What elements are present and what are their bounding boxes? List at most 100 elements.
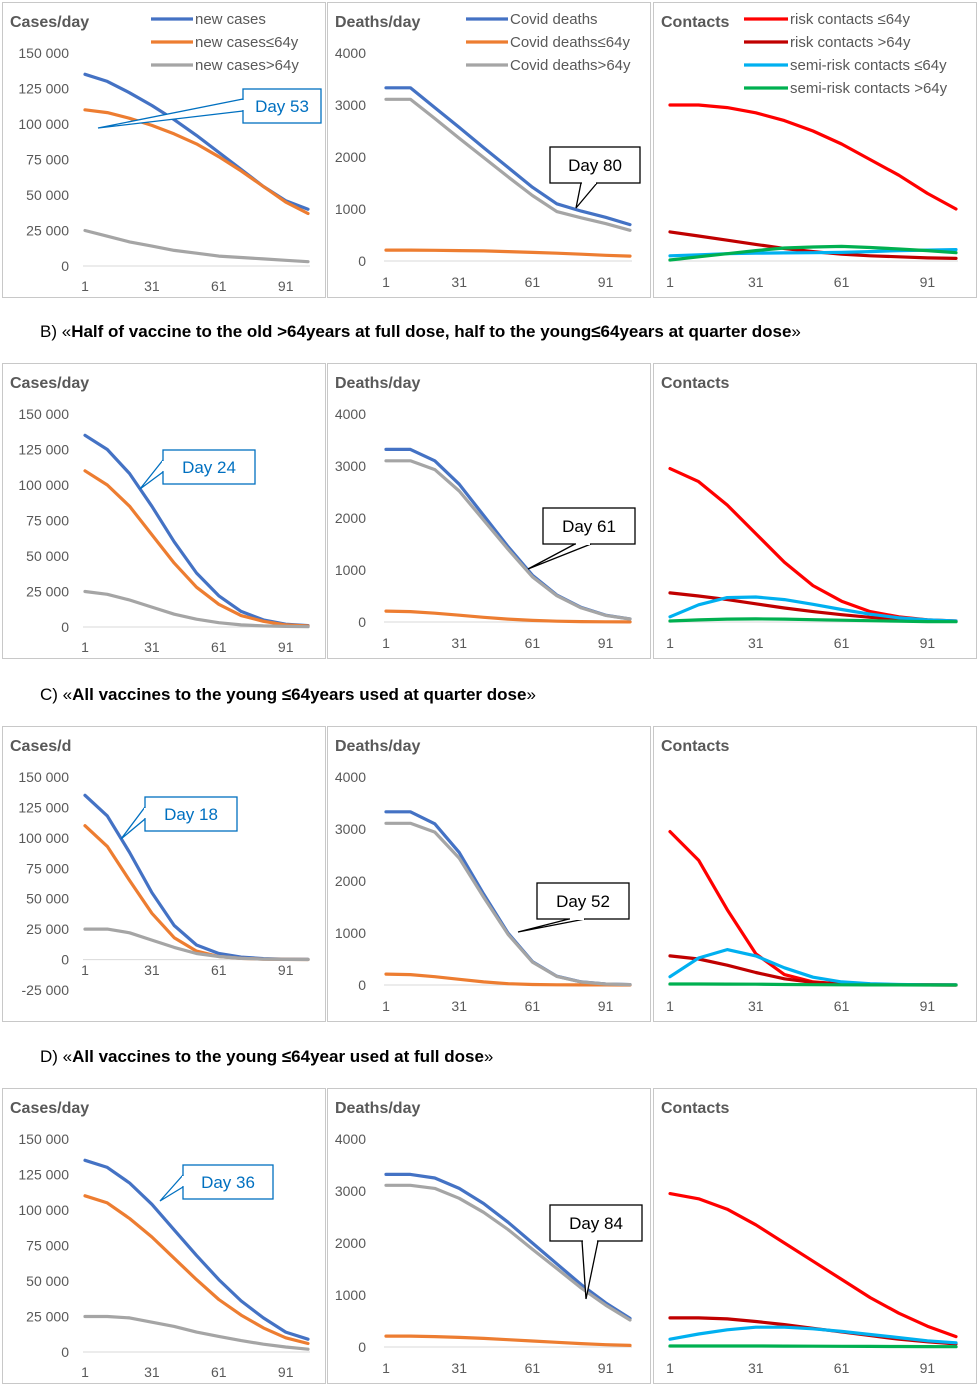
y-tick-label: 50 000 bbox=[26, 548, 69, 564]
legend-label: new cases bbox=[195, 11, 266, 28]
y-tick-label: 0 bbox=[61, 952, 69, 968]
scenario-C-title: All vaccines to the young ≤64years used … bbox=[72, 685, 527, 704]
scenario-B-heading: B) «Half of vaccine to the old >64years … bbox=[40, 322, 801, 342]
callout-pointer bbox=[139, 459, 164, 490]
y-tick-label: 2000 bbox=[335, 873, 366, 889]
x-tick-label: 1 bbox=[382, 1360, 390, 1376]
callout-label: Day 84 bbox=[569, 1214, 623, 1233]
x-tick-label: 91 bbox=[278, 1364, 294, 1380]
x-tick-label: 91 bbox=[278, 639, 294, 655]
callout-box bbox=[162, 449, 256, 485]
x-tick-label: 1 bbox=[382, 635, 390, 651]
chart-panel-C-deaths: Deaths/day 0 1000 2000 3000 4000 1 31 61 91 Day 52 bbox=[327, 726, 651, 1022]
chart-panel-D-cases: Cases/day 0 25 000 50 000 75 000 100 000 125 0… bbox=[2, 1088, 326, 1384]
y-tick-label: 125 000 bbox=[18, 442, 69, 458]
y-tick-label: 150 000 bbox=[18, 769, 69, 785]
series-line-semi-risk-contacts-64y bbox=[668, 1325, 958, 1345]
series-line-new-cases-64y bbox=[83, 1314, 310, 1351]
callout-label: Day 24 bbox=[182, 458, 236, 477]
chart-svg-B-contacts: Contacts 1 31 61 91 bbox=[661, 375, 958, 651]
chart-title: Deaths/day bbox=[335, 1100, 420, 1117]
y-tick-label: 75 000 bbox=[26, 513, 69, 529]
x-tick-label: 1 bbox=[81, 639, 89, 655]
scenario-D-heading: D) «All vaccines to the young ≤64year us… bbox=[40, 1047, 493, 1067]
series-line-covid-deaths-64y bbox=[384, 459, 632, 621]
chart-svg-A-cases: Cases/day 0 25 000 50 000 75 000 100 000 125 0… bbox=[10, 11, 322, 294]
x-tick-label: 61 bbox=[525, 1360, 541, 1376]
x-tick-label: 91 bbox=[598, 1360, 614, 1376]
y-tick-label: -25 000 bbox=[22, 982, 70, 998]
y-tick-label: 0 bbox=[61, 619, 69, 635]
legend-label: risk contacts ≤64y bbox=[790, 11, 910, 28]
legend-label: new cases≤64y bbox=[195, 34, 299, 51]
chart-title: Contacts bbox=[661, 738, 730, 755]
x-tick-label: 91 bbox=[920, 635, 936, 651]
series-line-covid-deaths-64y bbox=[384, 609, 632, 624]
chart-title: Cases/day bbox=[10, 1100, 89, 1117]
chart-panel-A-cases: Cases/day 0 25 000 50 000 75 000 100 000 125 0… bbox=[2, 2, 326, 298]
legend-label: risk contacts >64y bbox=[790, 34, 911, 51]
y-tick-label: 125 000 bbox=[18, 1167, 69, 1183]
y-tick-label: 100 000 bbox=[18, 477, 69, 493]
x-tick-label: 61 bbox=[834, 998, 850, 1014]
y-tick-label: 150 000 bbox=[18, 45, 69, 61]
x-tick-label: 31 bbox=[451, 998, 467, 1014]
series-line-semi-risk-contacts-64y bbox=[668, 244, 958, 262]
series-line-new-cases-64y bbox=[83, 824, 310, 962]
series-line-semi-risk-contacts-64y bbox=[668, 617, 958, 624]
y-tick-label: 2000 bbox=[335, 510, 366, 526]
legend-label: Covid deaths>64y bbox=[510, 57, 631, 74]
callout-label: Day 80 bbox=[568, 156, 622, 175]
y-tick-label: 150 000 bbox=[18, 406, 69, 422]
callout-box bbox=[549, 1204, 643, 1242]
legend-label: new cases>64y bbox=[195, 57, 299, 74]
series-line-new-cases-64y bbox=[83, 1194, 310, 1346]
x-tick-label: 31 bbox=[748, 1360, 764, 1376]
series-line-risk-contacts-64y bbox=[668, 103, 958, 211]
callout-pointer bbox=[575, 182, 598, 209]
chart-svg-A-deaths: Deaths/day 0 1000 2000 3000 4000 1 31 61 91 Covid … bbox=[335, 11, 641, 290]
callout-box bbox=[182, 1164, 274, 1200]
x-tick-label: 61 bbox=[525, 998, 541, 1014]
y-tick-label: 0 bbox=[358, 977, 366, 993]
series-line-covid-deaths-64y bbox=[384, 1183, 632, 1322]
series-line-new-cases-64y bbox=[83, 927, 310, 962]
chart-panel-D-contacts: Contacts 1 31 61 91 bbox=[653, 1088, 977, 1384]
series-line-semi-risk-contacts-64y bbox=[668, 1344, 958, 1349]
x-tick-label: 91 bbox=[278, 962, 294, 978]
y-tick-label: 1000 bbox=[335, 925, 366, 941]
x-tick-label: 1 bbox=[666, 274, 674, 290]
callout-pointer bbox=[517, 918, 586, 933]
x-tick-label: 91 bbox=[920, 998, 936, 1014]
y-tick-label: 4000 bbox=[335, 45, 366, 61]
scenario-C-suffix: » bbox=[526, 685, 536, 704]
x-tick-label: 91 bbox=[598, 998, 614, 1014]
series-line-new-cases-64y bbox=[83, 469, 310, 628]
chart-svg-C-cases: Cases/d -25 000 0 25 000 50 000 75 000 100 000… bbox=[10, 738, 310, 998]
x-tick-label: 61 bbox=[211, 1364, 227, 1380]
callout-box bbox=[549, 146, 641, 184]
series-line-new-cases bbox=[83, 1158, 310, 1341]
chart-panel-D-deaths: Deaths/day 0 1000 2000 3000 4000 1 31 61 91 Day 84 bbox=[327, 1088, 651, 1384]
callout-label: Day 36 bbox=[201, 1173, 255, 1192]
y-tick-label: 100 000 bbox=[18, 830, 69, 846]
chart-svg-B-cases: Cases/day 0 25 000 50 000 75 000 100 000 125 0… bbox=[10, 375, 310, 655]
y-tick-label: 75 000 bbox=[26, 152, 69, 168]
x-tick-label: 1 bbox=[382, 274, 390, 290]
legend-label: semi-risk contacts ≤64y bbox=[790, 57, 947, 74]
series-line-new-cases-64y bbox=[83, 228, 310, 264]
y-tick-label: 3000 bbox=[335, 97, 366, 113]
x-tick-label: 31 bbox=[144, 962, 160, 978]
scenario-D-prefix: D) « bbox=[40, 1047, 73, 1066]
y-tick-label: 25 000 bbox=[26, 921, 69, 937]
chart-panel-A-contacts: Contacts 1 31 61 91 risk contacts ≤64y risk co… bbox=[653, 2, 977, 298]
y-tick-label: 2000 bbox=[335, 149, 366, 165]
x-tick-label: 1 bbox=[666, 998, 674, 1014]
callout-label: Day 53 bbox=[255, 97, 309, 116]
y-tick-label: 150 000 bbox=[18, 1131, 69, 1147]
x-tick-label: 31 bbox=[144, 1364, 160, 1380]
x-tick-label: 31 bbox=[451, 635, 467, 651]
x-tick-label: 91 bbox=[278, 278, 294, 294]
x-tick-label: 61 bbox=[834, 635, 850, 651]
y-tick-label: 0 bbox=[358, 614, 366, 630]
